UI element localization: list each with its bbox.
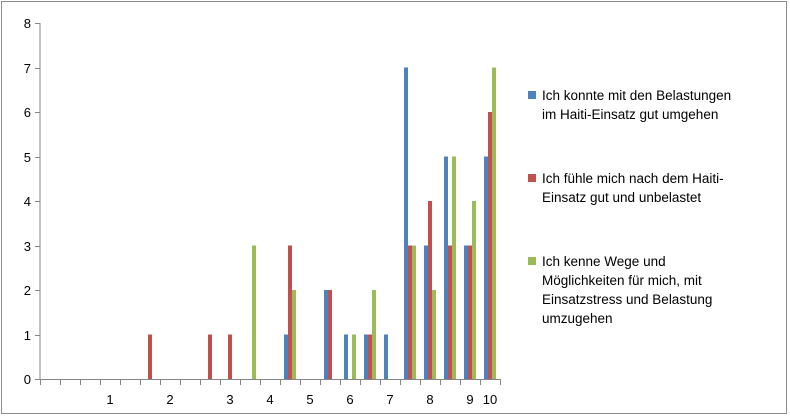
y-tick-label: 3 bbox=[24, 239, 31, 254]
legend-swatch-series-1 bbox=[528, 91, 536, 99]
legend-item-series-2: Ich fühle mich nach dem Haiti- Einsatz g… bbox=[528, 169, 778, 207]
legend-label-line: Einsatz gut und unbelastet bbox=[542, 190, 702, 205]
legend-label-line: Ich konnte mit den Belastungen bbox=[542, 88, 732, 103]
legend-label-line: umzugehen bbox=[542, 311, 613, 326]
x-tick-label: 1 bbox=[106, 392, 113, 407]
x-tick-label: 5 bbox=[306, 392, 313, 407]
legend-item-series-3: Ich kenne Wege und Möglichkeiten für mic… bbox=[528, 252, 778, 328]
bar-series-1 bbox=[364, 334, 368, 379]
legend-label-line: Ich fühle mich nach dem Haiti- bbox=[542, 171, 724, 186]
bar-series-3 bbox=[372, 290, 376, 379]
y-tick-label: 0 bbox=[24, 372, 31, 387]
bar-series-1 bbox=[324, 290, 328, 379]
bar-series-3 bbox=[292, 290, 296, 379]
bar-series-2 bbox=[448, 245, 452, 379]
bar-series-2 bbox=[408, 245, 412, 379]
x-tick-label: 4 bbox=[266, 392, 273, 407]
legend-label-line: Ich kenne Wege und bbox=[542, 254, 666, 269]
bar-series-2 bbox=[228, 334, 232, 379]
y-tick-label: 1 bbox=[24, 328, 31, 343]
bar-series-3 bbox=[452, 156, 456, 379]
legend-swatch-series-3 bbox=[528, 257, 536, 265]
bar-series-1 bbox=[284, 334, 288, 379]
x-tick-label: 10 bbox=[483, 392, 497, 407]
y-tick-label: 5 bbox=[24, 150, 31, 165]
bar-series-1 bbox=[464, 245, 468, 379]
y-tick-label: 4 bbox=[24, 194, 31, 209]
bar-series-1 bbox=[404, 67, 408, 379]
x-tick-label: 7 bbox=[386, 392, 393, 407]
chart-legend: Ich konnte mit den Belastungen im Haiti-… bbox=[528, 86, 778, 328]
legend-label-line: Einsatzstress und Belastung bbox=[542, 292, 713, 307]
legend-label-line: Möglichkeiten für mich, mit bbox=[542, 273, 702, 288]
y-tick-label: 8 bbox=[24, 16, 31, 31]
legend-swatch-series-2 bbox=[528, 174, 536, 182]
y-tick-label: 2 bbox=[24, 283, 31, 298]
x-tick-label: 8 bbox=[426, 392, 433, 407]
bar-series-3 bbox=[412, 245, 416, 379]
x-tick-label: 9 bbox=[466, 392, 473, 407]
bar-series-2 bbox=[488, 112, 492, 379]
bar-series-2 bbox=[428, 201, 432, 379]
bar-series-3 bbox=[432, 290, 436, 379]
x-tick-label: 6 bbox=[346, 392, 353, 407]
bar-series-2 bbox=[288, 245, 292, 379]
bar-series-3 bbox=[492, 67, 496, 379]
bar-series-2 bbox=[368, 334, 372, 379]
bar-series-2 bbox=[148, 334, 152, 379]
legend-label-line: im Haiti-Einsatz gut umgehen bbox=[542, 107, 719, 122]
x-tick-label: 2 bbox=[166, 392, 173, 407]
bar-series-2 bbox=[328, 290, 332, 379]
bar-series-2 bbox=[208, 334, 212, 379]
bar-series-3 bbox=[472, 201, 476, 379]
bar-series-1 bbox=[424, 245, 428, 379]
bar-series-1 bbox=[484, 156, 488, 379]
bar-series-2 bbox=[468, 245, 472, 379]
y-tick-label: 6 bbox=[24, 105, 31, 120]
bar-series-1 bbox=[444, 156, 448, 379]
bar-series-1 bbox=[384, 334, 388, 379]
bar-series-1 bbox=[344, 334, 348, 379]
x-tick-label: 3 bbox=[226, 392, 233, 407]
legend-item-series-1: Ich konnte mit den Belastungen im Haiti-… bbox=[528, 86, 778, 124]
bar-series-3 bbox=[352, 334, 356, 379]
bar-series-3 bbox=[252, 245, 256, 379]
y-tick-label: 7 bbox=[24, 61, 31, 76]
